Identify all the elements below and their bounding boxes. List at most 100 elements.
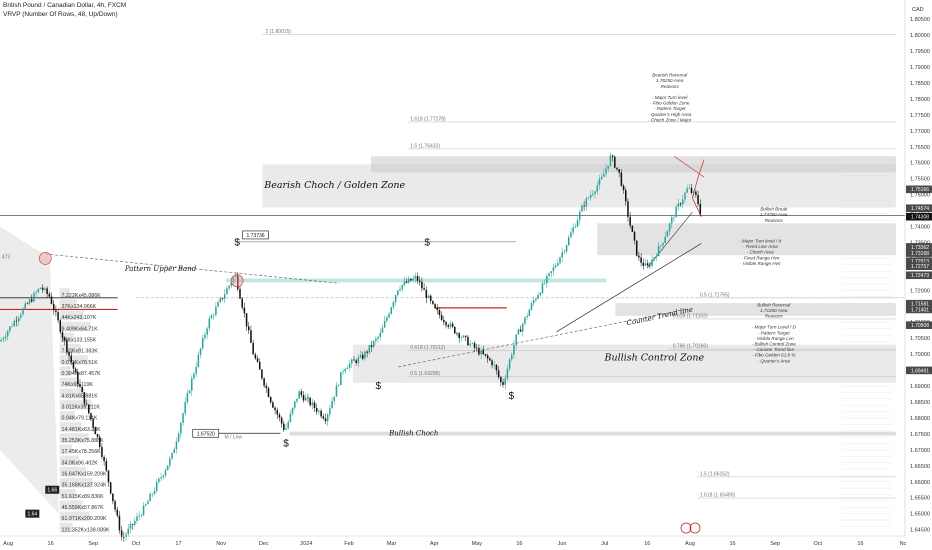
candle-body	[221, 298, 224, 299]
vrvp-label: 3.011Kx39.211K	[62, 404, 101, 410]
candle-body	[559, 257, 561, 264]
candle-body	[543, 283, 546, 284]
vrvp-label: 9.409Kx64.71K	[62, 326, 99, 332]
candle-body	[401, 284, 403, 290]
bearish-reversal-note: - Fibo Golden Zone	[650, 101, 690, 106]
bullish-reversal-note: 1.71200 Area	[760, 308, 788, 313]
vrvp-label: 61.971Kx200.209K	[62, 516, 108, 522]
candle-body	[600, 176, 603, 179]
vrvp-bar	[59, 310, 84, 321]
y-tick-label: 1.75000	[910, 193, 930, 199]
candle-body	[568, 237, 570, 246]
candle-body	[175, 441, 178, 450]
candle-body	[147, 501, 149, 505]
candle-body	[138, 515, 140, 517]
vrvp-label: 121.352Kx138.089K	[62, 527, 110, 533]
candle-body	[239, 288, 241, 299]
vrvp-label: 45.559Kx57.867K	[62, 505, 105, 511]
bullish-reversal-note: Bullish Reversal	[757, 302, 791, 307]
vrvp-bar	[59, 511, 90, 522]
candle-body	[191, 378, 193, 391]
candle-body	[289, 413, 292, 422]
x-tick-label: Jul	[601, 541, 608, 547]
x-tick-label: Jun	[558, 541, 567, 547]
candle-body	[633, 231, 636, 241]
candle-body	[594, 191, 596, 194]
candle-body	[443, 319, 445, 323]
candle-body	[304, 397, 307, 401]
x-tick-label: 16	[729, 541, 735, 547]
candle-body	[50, 296, 53, 304]
candle-body	[269, 396, 272, 403]
candle-body	[57, 312, 59, 321]
candle-body	[140, 515, 143, 516]
bearish-reversal-note: - Pattern Target	[654, 106, 686, 111]
candle-body	[351, 359, 353, 364]
candle-body	[2, 338, 5, 340]
vrvp-bar	[59, 388, 85, 399]
candle-body	[26, 303, 29, 305]
candle-body	[673, 217, 675, 218]
counter-trend-line-dashed	[398, 308, 688, 368]
bearish-reversal-note: 1.76250 Area	[656, 78, 684, 83]
candle-body	[39, 287, 42, 290]
price-tag	[906, 185, 932, 194]
candle-body	[598, 178, 601, 186]
candle-body	[329, 408, 331, 415]
candle-body	[296, 398, 298, 402]
bearish-reversal-note: - Quarter's High Area	[648, 112, 692, 117]
candle-body	[149, 494, 151, 502]
candle-body	[379, 332, 382, 338]
price-tag	[906, 257, 932, 266]
candle-body	[666, 231, 669, 237]
x-tick-label: Sep	[88, 541, 98, 547]
candle-body	[607, 165, 609, 169]
candle-body	[74, 368, 77, 373]
candle-body	[671, 217, 673, 224]
candle-body	[123, 536, 125, 538]
candle-body	[287, 421, 289, 429]
candle-body	[248, 326, 250, 331]
candle-body	[357, 357, 360, 364]
candle-body	[250, 330, 252, 343]
candle-body	[361, 354, 364, 359]
candle-body	[109, 482, 112, 494]
vrvp-bar	[59, 410, 75, 421]
candle-body	[212, 314, 215, 316]
y-tick-label: 1.78500	[910, 81, 930, 87]
bullish-break-reason: - Fixed Range Hvn	[741, 255, 780, 260]
candle-body	[394, 295, 397, 303]
price-tag-label: 1.72913	[911, 259, 929, 265]
candle-body	[101, 446, 103, 457]
ascending-trend-line	[556, 243, 702, 333]
candle-body	[423, 288, 425, 290]
candle-body	[9, 326, 11, 332]
candle-body	[506, 368, 509, 379]
candle-body	[655, 256, 658, 258]
bullish-break-reason: - Major Turn level / d	[739, 238, 781, 243]
left-pattern-area	[0, 226, 59, 514]
price-tag	[906, 243, 932, 251]
x-tick-label: Oct	[813, 541, 822, 547]
price-tag-label: 1.73362	[911, 245, 929, 251]
x-tick-label: Mar	[387, 541, 397, 547]
y-tick-label: 1.79500	[910, 49, 930, 55]
candle-body	[353, 359, 355, 361]
candle-body	[657, 246, 660, 257]
candle-body	[486, 355, 489, 359]
candle-body	[635, 240, 638, 256]
candle-body	[390, 307, 393, 314]
price-tag	[906, 271, 932, 280]
candle-body	[583, 205, 585, 207]
bearish-reversal-note: - Choch Zone / Major	[648, 117, 692, 122]
y-tick-label: 1.74000	[910, 225, 930, 231]
candle-body	[307, 397, 309, 399]
candle-body	[155, 482, 158, 491]
price-tag-label: 1.72757	[911, 264, 929, 270]
candle-body	[55, 310, 57, 313]
candle-body	[311, 402, 314, 406]
candle-body	[120, 530, 123, 537]
x-tick-label: Nov	[216, 541, 226, 547]
turn-point-circle	[230, 274, 244, 288]
